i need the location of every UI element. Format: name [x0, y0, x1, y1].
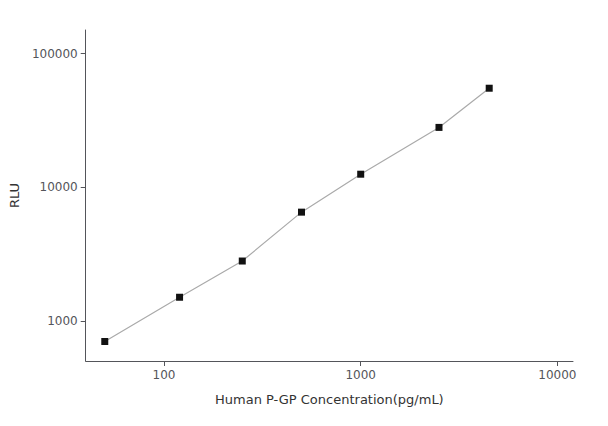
svg-text:1000: 1000	[47, 314, 78, 328]
svg-text:10000: 10000	[538, 368, 576, 382]
svg-text:Human P-GP Concentration(pg/mL: Human P-GP Concentration(pg/mL)	[215, 392, 444, 407]
svg-text:1000: 1000	[345, 368, 376, 382]
svg-text:10000: 10000	[40, 180, 78, 194]
svg-text:RLU: RLU	[7, 183, 22, 208]
svg-text:100000: 100000	[32, 47, 78, 61]
svg-text:100: 100	[153, 368, 176, 382]
